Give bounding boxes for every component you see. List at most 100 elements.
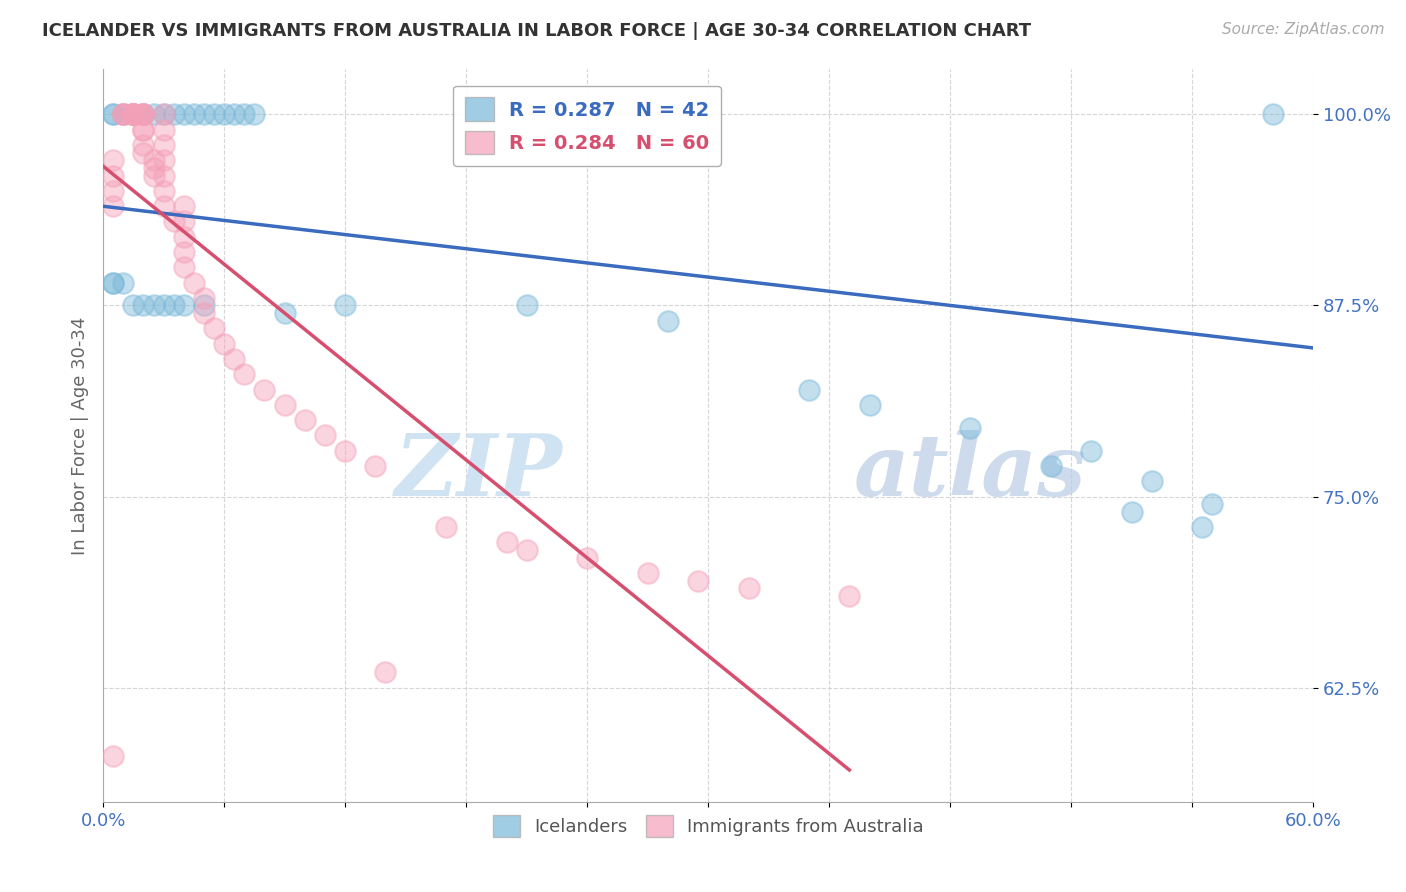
Point bbox=[637, 566, 659, 580]
Point bbox=[103, 276, 125, 290]
Point bbox=[132, 107, 155, 121]
Point bbox=[122, 107, 145, 121]
Point bbox=[132, 145, 155, 160]
Point bbox=[173, 244, 195, 259]
Point bbox=[122, 107, 145, 121]
Point bbox=[183, 276, 205, 290]
Point bbox=[737, 581, 759, 595]
Point bbox=[364, 458, 387, 473]
Point bbox=[152, 122, 174, 136]
Point bbox=[152, 298, 174, 312]
Point bbox=[132, 122, 155, 136]
Point bbox=[142, 298, 165, 312]
Point bbox=[152, 184, 174, 198]
Point bbox=[193, 291, 215, 305]
Point bbox=[152, 138, 174, 153]
Point bbox=[132, 107, 155, 121]
Point bbox=[112, 107, 135, 121]
Point bbox=[657, 314, 679, 328]
Point bbox=[516, 543, 538, 558]
Point bbox=[233, 107, 256, 121]
Point bbox=[173, 107, 195, 121]
Point bbox=[333, 298, 356, 312]
Point bbox=[193, 107, 215, 121]
Legend: Icelanders, Immigrants from Australia: Icelanders, Immigrants from Australia bbox=[485, 808, 931, 845]
Point bbox=[173, 199, 195, 213]
Point bbox=[132, 138, 155, 153]
Point bbox=[173, 214, 195, 228]
Point bbox=[132, 107, 155, 121]
Point bbox=[1040, 458, 1063, 473]
Point bbox=[173, 298, 195, 312]
Point bbox=[314, 428, 336, 442]
Point bbox=[103, 153, 125, 168]
Point bbox=[112, 107, 135, 121]
Point bbox=[132, 107, 155, 121]
Point bbox=[516, 298, 538, 312]
Point bbox=[333, 443, 356, 458]
Point bbox=[112, 107, 135, 121]
Point bbox=[152, 169, 174, 183]
Point bbox=[224, 351, 246, 366]
Point bbox=[103, 184, 125, 198]
Point bbox=[112, 276, 135, 290]
Point bbox=[152, 153, 174, 168]
Point bbox=[202, 321, 225, 335]
Point bbox=[103, 169, 125, 183]
Point bbox=[183, 107, 205, 121]
Text: ZIP: ZIP bbox=[395, 430, 562, 514]
Text: atlas: atlas bbox=[853, 430, 1085, 514]
Point bbox=[122, 107, 145, 121]
Point bbox=[838, 589, 860, 603]
Point bbox=[142, 161, 165, 175]
Point bbox=[173, 260, 195, 275]
Point bbox=[103, 276, 125, 290]
Point bbox=[212, 107, 235, 121]
Point bbox=[122, 107, 145, 121]
Point bbox=[112, 107, 135, 121]
Point bbox=[959, 421, 981, 435]
Text: ICELANDER VS IMMIGRANTS FROM AUSTRALIA IN LABOR FORCE | AGE 30-34 CORRELATION CH: ICELANDER VS IMMIGRANTS FROM AUSTRALIA I… bbox=[42, 22, 1032, 40]
Point bbox=[434, 520, 457, 534]
Point bbox=[122, 107, 145, 121]
Point bbox=[132, 298, 155, 312]
Point bbox=[1191, 520, 1213, 534]
Point bbox=[163, 298, 186, 312]
Point bbox=[858, 398, 880, 412]
Point bbox=[224, 107, 246, 121]
Point bbox=[253, 383, 276, 397]
Point bbox=[173, 229, 195, 244]
Point bbox=[294, 413, 316, 427]
Point bbox=[132, 122, 155, 136]
Point bbox=[132, 107, 155, 121]
Point bbox=[1201, 497, 1223, 511]
Point bbox=[193, 298, 215, 312]
Point bbox=[152, 107, 174, 121]
Point bbox=[103, 107, 125, 121]
Point bbox=[688, 574, 710, 588]
Point bbox=[273, 306, 295, 320]
Point bbox=[212, 336, 235, 351]
Point bbox=[1140, 475, 1163, 489]
Point bbox=[122, 107, 145, 121]
Point bbox=[163, 107, 186, 121]
Point bbox=[142, 153, 165, 168]
Point bbox=[142, 107, 165, 121]
Point bbox=[797, 383, 820, 397]
Point bbox=[103, 749, 125, 764]
Point bbox=[1261, 107, 1284, 121]
Point bbox=[243, 107, 266, 121]
Point bbox=[193, 306, 215, 320]
Point bbox=[576, 550, 599, 565]
Point bbox=[1121, 505, 1143, 519]
Point bbox=[273, 398, 295, 412]
Point bbox=[122, 107, 145, 121]
Point bbox=[122, 298, 145, 312]
Y-axis label: In Labor Force | Age 30-34: In Labor Force | Age 30-34 bbox=[72, 316, 89, 555]
Point bbox=[495, 535, 517, 549]
Point bbox=[163, 214, 186, 228]
Point bbox=[1080, 443, 1102, 458]
Point bbox=[142, 169, 165, 183]
Point bbox=[103, 107, 125, 121]
Point bbox=[103, 199, 125, 213]
